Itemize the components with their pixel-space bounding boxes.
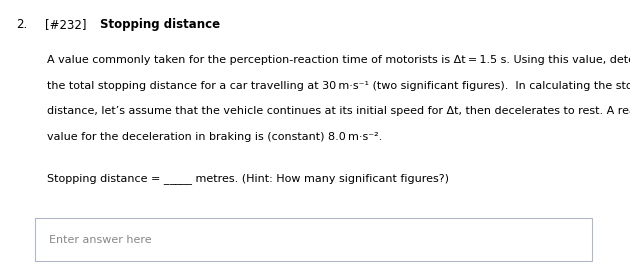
- Text: Stopping distance = _____ metres. (Hint: How many significant figures?): Stopping distance = _____ metres. (Hint:…: [47, 173, 449, 184]
- Text: A value commonly taken for the perception-reaction time of motorists is Δt = 1.5: A value commonly taken for the perceptio…: [47, 55, 630, 65]
- Text: [#232]: [#232]: [45, 18, 87, 31]
- Text: 2.: 2.: [16, 18, 27, 31]
- Text: distance, let’s assume that the vehicle continues at its initial speed for Δt, t: distance, let’s assume that the vehicle …: [47, 106, 630, 117]
- Text: the total stopping distance for a car travelling at 30 m·s⁻¹ (two significant fi: the total stopping distance for a car tr…: [47, 81, 630, 91]
- Text: Enter answer here: Enter answer here: [49, 235, 151, 245]
- Text: value for the deceleration in braking is (constant) 8.0 m·s⁻².: value for the deceleration in braking is…: [47, 132, 382, 143]
- FancyBboxPatch shape: [35, 218, 592, 261]
- Text: Stopping distance: Stopping distance: [100, 18, 220, 31]
